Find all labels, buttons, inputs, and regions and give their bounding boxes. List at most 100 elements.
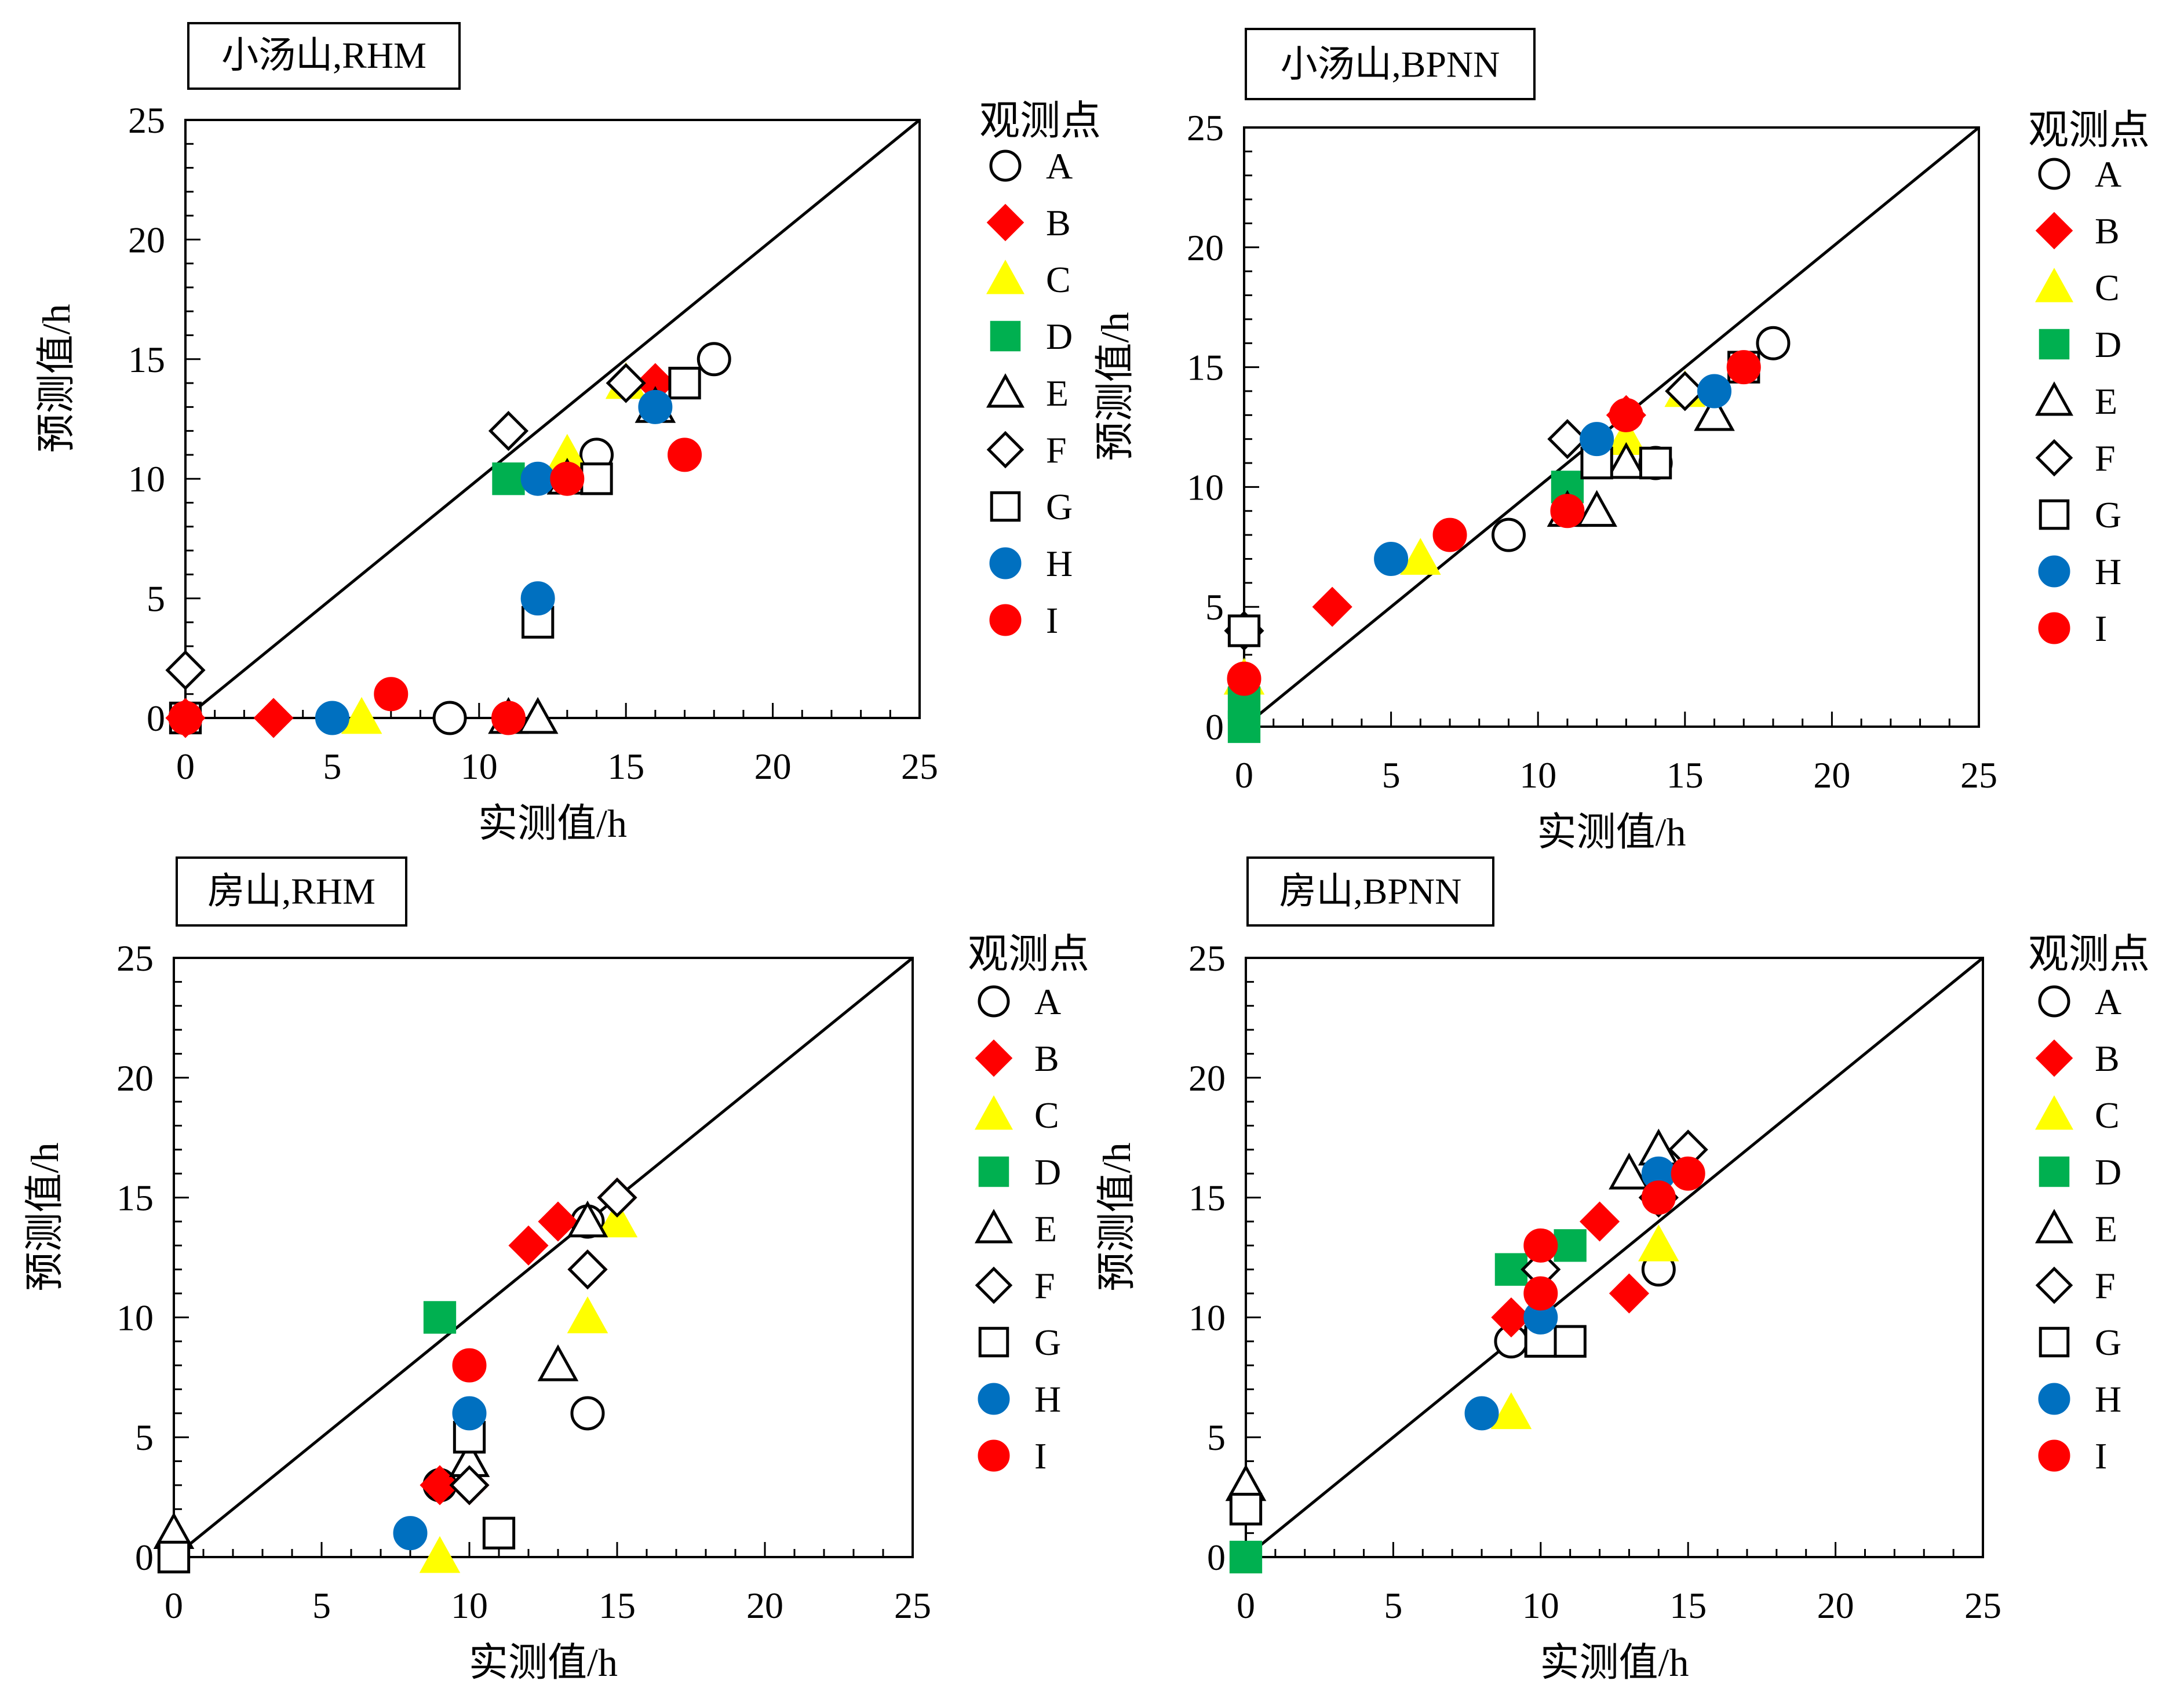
legend-label-F: F [1034, 1265, 1055, 1306]
y-axis-label: 预测值/h [1093, 312, 1137, 461]
plot-frame [1243, 126, 1980, 728]
point-F [165, 650, 206, 691]
point-I [1726, 350, 1761, 385]
point-G [668, 366, 701, 400]
legend-marker-H [2038, 555, 2070, 588]
point-H [393, 1516, 428, 1551]
legend-label-E: E [2095, 1208, 2117, 1249]
legend-label-C: C [2095, 1095, 2120, 1136]
point-A [432, 701, 467, 735]
y-tick-label: 10 [1188, 1297, 1226, 1338]
x-tick-label: 25 [894, 1585, 931, 1626]
y-axis-label: 预测值/h [1095, 1143, 1139, 1292]
legend-marker-C [986, 260, 1024, 294]
y-tick-label: 5 [135, 1417, 154, 1458]
legend-marker-H [2038, 1383, 2070, 1415]
point-E [567, 1200, 608, 1238]
chart-title-box [1246, 856, 1494, 927]
legend-label-I: I [1046, 600, 1058, 641]
x-tick-label: 20 [1813, 754, 1850, 796]
y-tick-label: 25 [116, 938, 154, 979]
y-tick-label: 15 [1188, 1178, 1226, 1219]
legend-label-B: B [1034, 1038, 1059, 1079]
point-I [1523, 1276, 1558, 1311]
legend-label-B: B [2095, 210, 2120, 251]
point-C [1638, 1224, 1679, 1262]
reference-line [1245, 957, 1984, 1558]
point-E [1609, 1153, 1650, 1190]
reference-line [1243, 126, 1980, 728]
x-tick-label: 25 [1964, 1585, 2001, 1626]
point-F [1547, 419, 1588, 460]
chart-panel-1: 小汤山,RHM 0 5 10 15 20 25 0 5 10 15 20 25 实测值/h 预测值/h 观测点… [34, 22, 1101, 845]
legend-marker-F [2035, 1266, 2073, 1304]
legend-label-E: E [2095, 381, 2117, 422]
x-tick-label: 5 [312, 1585, 331, 1626]
legend-marker-G [990, 491, 1021, 522]
point-G [1227, 614, 1261, 647]
point-I [1641, 1180, 1676, 1215]
point-I [168, 701, 203, 735]
legend-label-C: C [1034, 1095, 1059, 1136]
legend-label-I: I [1034, 1435, 1047, 1477]
y-tick-label: 20 [128, 219, 165, 260]
point-C [596, 1200, 638, 1238]
plot-frame [173, 957, 914, 1558]
x-axis-label: 实测值/h [469, 1641, 618, 1685]
legend-marker-H [978, 1383, 1010, 1415]
point-H [1697, 374, 1732, 409]
legend-marker-F [986, 431, 1024, 469]
legend-marker-B [975, 1039, 1013, 1077]
x-tick-label: 5 [323, 746, 341, 787]
y-tick-label: 20 [116, 1058, 154, 1099]
x-tick-label: 0 [1235, 754, 1253, 796]
y-tick-label: 10 [116, 1297, 154, 1338]
y-tick-label: 5 [1207, 1417, 1226, 1458]
point-G [1639, 446, 1672, 480]
point-A [697, 342, 731, 377]
legend-label-G: G [1034, 1322, 1061, 1363]
x-axis-label: 实测值/h [1537, 810, 1686, 854]
point-B [1579, 1201, 1620, 1242]
legend-label-G: G [1046, 486, 1073, 527]
point-G [1229, 1493, 1263, 1526]
legend-label-I: I [2095, 1435, 2107, 1477]
data-points [1223, 326, 1791, 743]
legend-label-A: A [1034, 981, 1061, 1022]
point-E [1606, 442, 1647, 479]
y-tick-label: 25 [1187, 107, 1224, 148]
point-E [537, 1344, 579, 1381]
x-axis-label: 实测值/h [1540, 1641, 1689, 1685]
chart-title: 房山,RHM [207, 871, 375, 912]
point-B [538, 1201, 578, 1242]
x-tick-label: 10 [1519, 754, 1556, 796]
legend-marker-G [2039, 1326, 2070, 1358]
point-I [452, 1348, 487, 1383]
point-B [1609, 1273, 1650, 1314]
point-B [253, 698, 294, 738]
legend-marker-C [2035, 268, 2073, 302]
point-I [1227, 661, 1261, 696]
legend-label-H: H [1034, 1379, 1061, 1420]
legend-marker-D [978, 1156, 1009, 1187]
x-tick-label: 0 [165, 1585, 183, 1626]
x-tick-label: 15 [599, 1585, 636, 1626]
chart-title-box [187, 22, 461, 90]
y-tick-label: 25 [128, 100, 165, 141]
y-tick-label: 10 [1187, 466, 1224, 508]
point-F [567, 1249, 608, 1290]
point-H [1580, 422, 1614, 457]
legend-marker-D [990, 320, 1021, 352]
point-G [482, 1517, 516, 1550]
x-tick-label: 10 [461, 746, 498, 787]
y-tick-label: 20 [1188, 1058, 1226, 1099]
legend-label-D: D [1034, 1151, 1061, 1193]
data-points [1225, 1128, 1708, 1574]
x-tick-label: 15 [1667, 754, 1704, 796]
legend-marker-E [975, 1209, 1013, 1244]
point-G [157, 1540, 191, 1574]
chart-title-box [1245, 28, 1536, 100]
y-tick-label: 0 [1205, 706, 1224, 748]
point-F [606, 363, 646, 403]
